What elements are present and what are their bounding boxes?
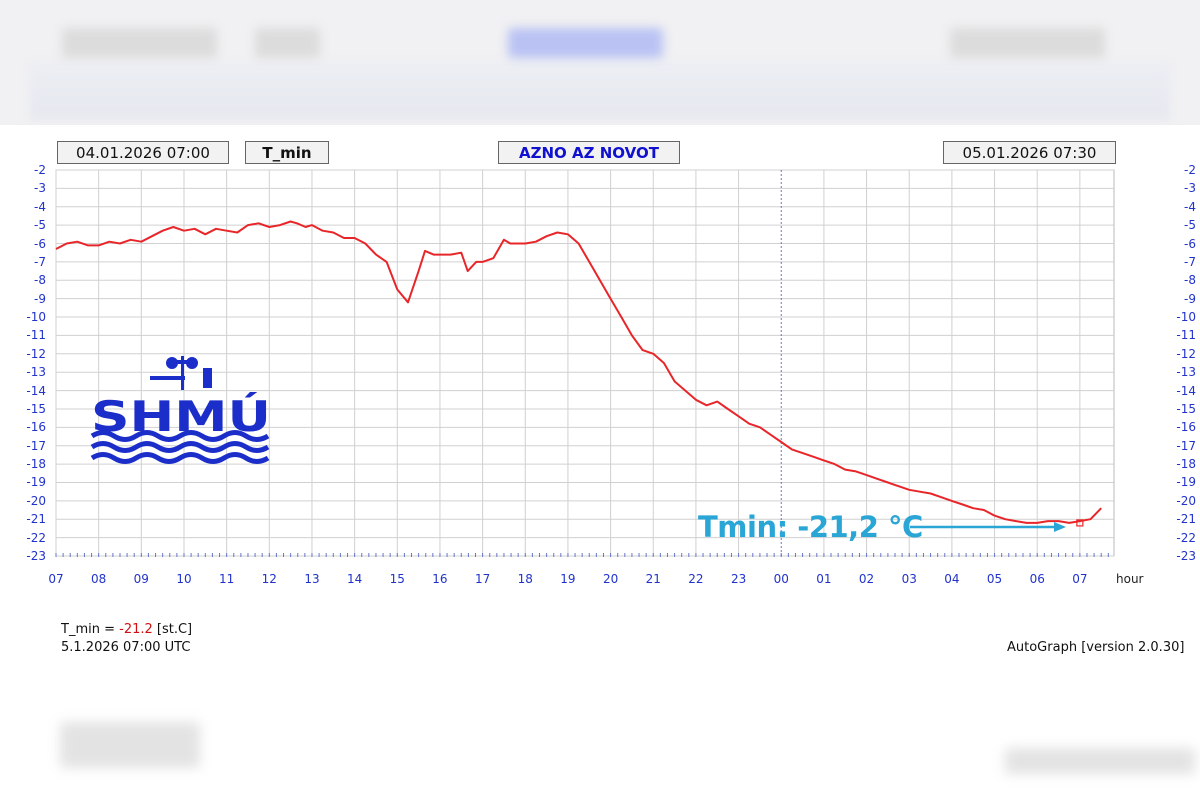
min-marker <box>1076 519 1084 527</box>
y-tick-label: -19 <box>1176 475 1196 490</box>
y-tick-label: -13 <box>1176 365 1196 380</box>
y-tick-label: -11 <box>26 328 46 343</box>
y-tick-label: -8 <box>34 273 46 288</box>
y-tick-label: -13 <box>26 365 46 380</box>
footer-label: T_min = <box>61 622 120 637</box>
plot-area <box>55 169 1115 557</box>
footer-unit: [st.C] <box>152 622 193 637</box>
y-tick-label: -18 <box>26 457 46 472</box>
blurred-footer-text <box>1005 748 1195 774</box>
x-tick-label: 17 <box>475 572 490 586</box>
x-tick-label: 21 <box>646 572 661 586</box>
x-tick-label: 18 <box>518 572 533 586</box>
y-tick-label: -18 <box>1176 457 1196 472</box>
y-tick-label: -3 <box>1184 181 1196 196</box>
footer-value: -21.2 <box>119 622 153 637</box>
tmin-annotation-arrow <box>910 522 1066 532</box>
x-tick-label: 00 <box>774 572 789 586</box>
start-time-box: 04.01.2026 07:00 <box>57 141 229 164</box>
minor-ticks <box>55 553 1109 557</box>
x-tick-label: 10 <box>176 572 191 586</box>
y-tick-label: -17 <box>1176 438 1196 453</box>
x-tick-label: 04 <box>944 572 959 586</box>
y-tick-label: -12 <box>1176 346 1196 361</box>
blurred-button[interactable] <box>950 28 1105 58</box>
x-tick-label: 16 <box>432 572 447 586</box>
y-tick-label: -11 <box>1176 328 1196 343</box>
x-tick-label: 03 <box>902 572 917 586</box>
y-tick-label: -3 <box>34 181 46 196</box>
x-tick-label: 23 <box>731 572 746 586</box>
footer-value-line: T_min = -21.2 [st.C] <box>61 622 192 637</box>
footer-timestamp: 5.1.2026 07:00 UTC <box>61 640 191 655</box>
y-tick-label: -4 <box>1184 199 1196 214</box>
y-tick-label: -23 <box>1176 549 1196 563</box>
y-tick-label: -15 <box>26 401 46 416</box>
y-tick-label: -16 <box>1176 420 1196 435</box>
x-tick-label: 05 <box>987 572 1002 586</box>
y-tick-label: -8 <box>1184 273 1196 288</box>
x-tick-label: 07 <box>48 572 63 586</box>
x-axis-title: hour <box>1116 572 1144 586</box>
y-tick-label: -23 <box>26 549 46 563</box>
x-tick-label: 15 <box>390 572 405 586</box>
y-tick-label: -2 <box>34 163 46 177</box>
y-tick-label: -21 <box>1176 512 1196 527</box>
x-tick-label: 07 <box>1072 572 1087 586</box>
blurred-button[interactable] <box>62 28 217 58</box>
x-tick-label: 12 <box>262 572 277 586</box>
x-tick-label: 19 <box>560 572 575 586</box>
station-box: AZNO AZ NOVOT <box>498 141 680 164</box>
x-tick-label: 01 <box>816 572 831 586</box>
shmu-logo: SHMÚ <box>90 356 271 464</box>
y-tick-label: -12 <box>26 346 46 361</box>
y-tick-label: -15 <box>1176 401 1196 416</box>
blurred-footer-block <box>60 722 200 768</box>
y-tick-label: -5 <box>1184 218 1196 233</box>
x-axis-labels: 07 08 09 10 11 12 13 14 15 16 17 18 19 20 21 22 23 00 01 02… <box>48 572 1143 586</box>
y-tick-label: -16 <box>26 420 46 435</box>
y-tick-label: -14 <box>1176 383 1196 398</box>
y-tick-label: -14 <box>26 383 46 398</box>
blurred-nav-band <box>30 62 1170 120</box>
chart-grid <box>55 169 1115 557</box>
y-tick-label: -20 <box>1176 493 1196 508</box>
y-tick-label: -6 <box>34 236 46 251</box>
y-tick-label: -22 <box>26 530 46 545</box>
y-tick-label: -4 <box>34 199 46 214</box>
y-tick-label: -19 <box>26 475 46 490</box>
blurred-button[interactable] <box>255 28 320 58</box>
y-tick-label: -7 <box>34 254 46 269</box>
y-tick-label: -10 <box>1176 310 1196 325</box>
x-tick-label: 20 <box>603 572 618 586</box>
y-tick-label: -20 <box>26 493 46 508</box>
y-tick-label: -5 <box>34 218 46 233</box>
x-tick-label: 02 <box>859 572 874 586</box>
y-tick-label: -21 <box>26 512 46 527</box>
x-tick-label: 06 <box>1030 572 1045 586</box>
tmin-annotation: Tmin: -21,2 °C <box>698 510 923 544</box>
x-tick-label: 11 <box>219 572 234 586</box>
y-tick-label: -7 <box>1184 254 1196 269</box>
x-tick-label: 14 <box>347 572 362 586</box>
x-tick-label: 08 <box>91 572 106 586</box>
variable-box: T_min <box>245 141 329 164</box>
y-tick-label: -9 <box>34 291 46 306</box>
footer-software: AutoGraph [version 2.0.30] <box>1007 640 1185 655</box>
y-tick-label: -2 <box>1184 163 1196 177</box>
x-tick-label: 22 <box>688 572 703 586</box>
series-line-T_min <box>55 220 1102 524</box>
y-tick-label: -9 <box>1184 291 1196 306</box>
y-tick-label: -22 <box>1176 530 1196 545</box>
y-tick-label: -6 <box>1184 236 1196 251</box>
y-tick-label: -17 <box>26 438 46 453</box>
end-time-box: 05.01.2026 07:30 <box>943 141 1116 164</box>
blurred-button[interactable] <box>508 28 663 58</box>
x-tick-label: 09 <box>134 572 149 586</box>
series-group <box>55 220 1102 527</box>
y-tick-label: -10 <box>26 310 46 325</box>
x-tick-label: 13 <box>304 572 319 586</box>
